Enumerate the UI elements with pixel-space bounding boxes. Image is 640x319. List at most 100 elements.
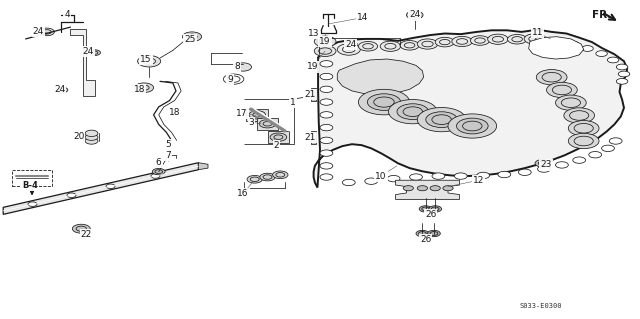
Text: FR.: FR.: [592, 10, 611, 20]
Polygon shape: [396, 180, 460, 199]
Circle shape: [618, 71, 630, 77]
Circle shape: [247, 175, 262, 183]
Circle shape: [235, 63, 252, 71]
Text: 14: 14: [357, 13, 369, 22]
Circle shape: [551, 39, 563, 44]
Text: 12: 12: [473, 176, 484, 185]
Text: 13: 13: [308, 29, 319, 38]
Text: 9: 9: [228, 75, 233, 84]
Text: 6: 6: [156, 158, 161, 167]
Circle shape: [518, 169, 531, 175]
Circle shape: [56, 87, 68, 93]
Circle shape: [538, 166, 550, 172]
Circle shape: [72, 224, 90, 233]
Circle shape: [589, 152, 602, 158]
Circle shape: [616, 64, 628, 70]
Circle shape: [573, 157, 586, 163]
Circle shape: [417, 108, 466, 132]
Circle shape: [85, 130, 98, 137]
Circle shape: [556, 162, 568, 168]
Circle shape: [28, 202, 37, 206]
Circle shape: [454, 173, 467, 179]
Text: 23: 23: [540, 160, 552, 169]
Text: 21: 21: [304, 90, 316, 99]
Text: 24: 24: [83, 47, 94, 56]
Circle shape: [67, 193, 76, 197]
Text: 26: 26: [420, 235, 431, 244]
Text: B-4: B-4: [22, 181, 38, 190]
Circle shape: [400, 41, 419, 50]
Text: 24: 24: [409, 11, 420, 19]
Circle shape: [320, 150, 333, 156]
Text: 24: 24: [345, 40, 356, 49]
Circle shape: [417, 186, 428, 191]
Text: 24: 24: [33, 27, 44, 36]
Circle shape: [320, 99, 333, 105]
Circle shape: [182, 32, 202, 41]
Circle shape: [524, 34, 545, 44]
Text: S033-E0300: S033-E0300: [520, 303, 562, 308]
Circle shape: [456, 118, 488, 134]
Text: 25: 25: [184, 35, 196, 44]
Circle shape: [417, 39, 438, 49]
Circle shape: [403, 186, 413, 191]
Circle shape: [387, 175, 400, 182]
Circle shape: [365, 178, 378, 184]
Circle shape: [609, 138, 622, 144]
Circle shape: [448, 114, 497, 138]
Text: 15: 15: [140, 55, 152, 64]
Circle shape: [342, 179, 355, 186]
Text: 20: 20: [73, 132, 84, 141]
Circle shape: [270, 133, 287, 141]
Circle shape: [89, 50, 100, 56]
Circle shape: [380, 41, 401, 51]
Circle shape: [259, 120, 276, 128]
Text: 1: 1: [291, 98, 296, 107]
Polygon shape: [268, 131, 289, 143]
Circle shape: [320, 61, 333, 67]
Polygon shape: [257, 118, 278, 130]
Circle shape: [547, 82, 577, 98]
Circle shape: [429, 206, 442, 212]
Circle shape: [426, 112, 458, 128]
Text: 19: 19: [319, 37, 331, 46]
Circle shape: [358, 89, 410, 115]
Circle shape: [568, 133, 599, 149]
Circle shape: [260, 173, 275, 181]
Text: 19: 19: [307, 63, 318, 71]
Circle shape: [320, 86, 333, 93]
Bar: [311, 88, 316, 101]
Circle shape: [596, 51, 607, 56]
Circle shape: [320, 163, 333, 169]
Circle shape: [337, 44, 360, 55]
Circle shape: [567, 41, 579, 47]
Text: 4: 4: [65, 10, 70, 19]
Circle shape: [616, 78, 628, 84]
Text: 26: 26: [425, 210, 436, 219]
Text: 11: 11: [532, 28, 543, 37]
Circle shape: [106, 184, 115, 189]
Circle shape: [477, 172, 490, 179]
Circle shape: [488, 34, 508, 44]
Circle shape: [320, 112, 333, 118]
Circle shape: [134, 83, 154, 93]
Text: 10: 10: [375, 172, 387, 181]
Circle shape: [138, 56, 161, 67]
Text: 18: 18: [134, 85, 145, 94]
Circle shape: [320, 174, 333, 180]
Circle shape: [582, 46, 593, 51]
Polygon shape: [70, 29, 95, 96]
Circle shape: [452, 36, 472, 47]
Circle shape: [430, 186, 440, 191]
Text: 7: 7: [166, 151, 171, 160]
Circle shape: [564, 108, 595, 123]
Circle shape: [410, 174, 422, 180]
Bar: [12, 170, 52, 186]
Text: 22: 22: [81, 230, 92, 239]
Circle shape: [320, 124, 333, 131]
Text: 3: 3: [249, 118, 254, 127]
Circle shape: [535, 37, 547, 43]
Text: 2: 2: [274, 141, 279, 150]
Polygon shape: [3, 163, 198, 214]
Circle shape: [508, 34, 527, 44]
